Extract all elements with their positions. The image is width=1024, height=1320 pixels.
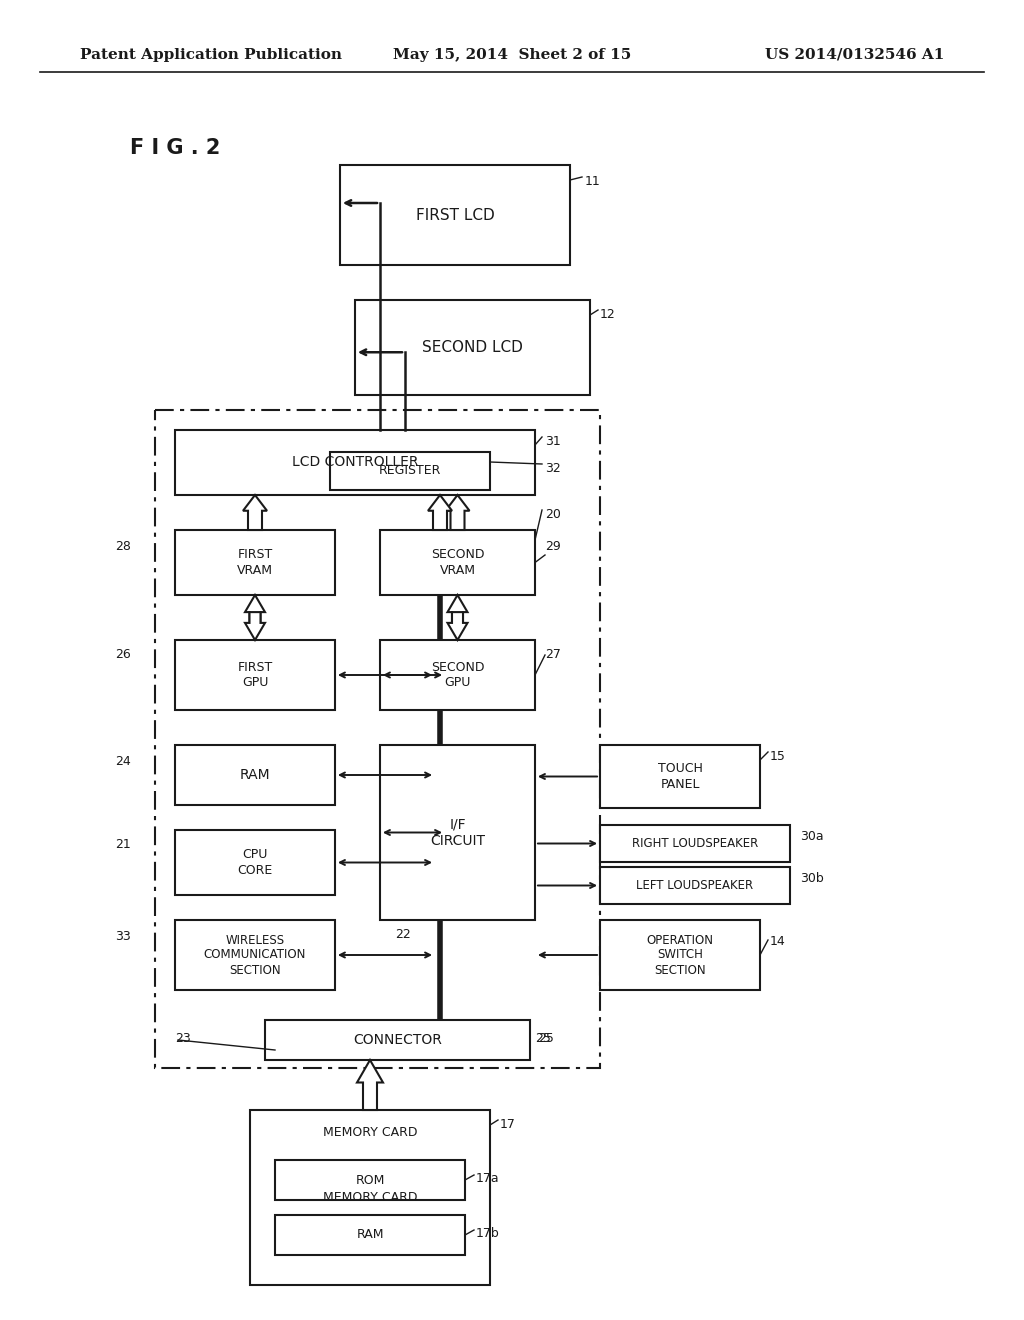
Text: 12: 12 bbox=[600, 308, 615, 321]
Bar bbox=[600, 825, 790, 862]
Bar bbox=[380, 744, 535, 920]
Text: REGISTER: REGISTER bbox=[379, 465, 441, 478]
Bar bbox=[265, 1020, 530, 1060]
Text: CONNECTOR: CONNECTOR bbox=[353, 1034, 442, 1047]
Text: F I G . 2: F I G . 2 bbox=[130, 139, 220, 158]
Text: 28: 28 bbox=[115, 540, 131, 553]
Bar bbox=[175, 531, 335, 595]
Text: Patent Application Publication: Patent Application Publication bbox=[80, 48, 342, 62]
Bar bbox=[600, 744, 760, 808]
Text: 23: 23 bbox=[175, 1032, 190, 1045]
Text: 15: 15 bbox=[770, 750, 785, 763]
Text: 24: 24 bbox=[115, 755, 131, 768]
Polygon shape bbox=[445, 495, 469, 531]
Polygon shape bbox=[243, 495, 267, 531]
Text: SECOND LCD: SECOND LCD bbox=[422, 341, 523, 355]
Text: 17b: 17b bbox=[476, 1228, 500, 1239]
Bar bbox=[600, 867, 790, 904]
Text: RAM: RAM bbox=[240, 768, 270, 781]
Text: 27: 27 bbox=[545, 648, 561, 661]
Polygon shape bbox=[245, 595, 265, 623]
Text: 31: 31 bbox=[545, 436, 561, 447]
Text: 22: 22 bbox=[395, 928, 411, 941]
Text: SECOND
GPU: SECOND GPU bbox=[431, 661, 484, 689]
Text: SECOND
VRAM: SECOND VRAM bbox=[431, 549, 484, 577]
Bar bbox=[600, 920, 760, 990]
Text: TOUCH
PANEL: TOUCH PANEL bbox=[657, 763, 702, 791]
Text: 25: 25 bbox=[535, 1032, 551, 1045]
Text: 32: 32 bbox=[545, 462, 561, 475]
Text: RAM: RAM bbox=[356, 1229, 384, 1242]
Text: US 2014/0132546 A1: US 2014/0132546 A1 bbox=[765, 48, 944, 62]
Polygon shape bbox=[357, 1060, 383, 1110]
Text: 21: 21 bbox=[115, 838, 131, 851]
Text: 30b: 30b bbox=[800, 873, 823, 884]
Bar bbox=[175, 430, 535, 495]
Bar bbox=[355, 300, 590, 395]
Text: RIGHT LOUDSPEAKER: RIGHT LOUDSPEAKER bbox=[632, 837, 758, 850]
Text: CPU
CORE: CPU CORE bbox=[238, 849, 272, 876]
Bar bbox=[275, 1160, 465, 1200]
Text: OPERATION
SWITCH
SECTION: OPERATION SWITCH SECTION bbox=[646, 933, 714, 977]
Text: 20: 20 bbox=[545, 508, 561, 521]
Text: MEMORY CARD: MEMORY CARD bbox=[323, 1191, 417, 1204]
Bar bbox=[175, 830, 335, 895]
Text: 29: 29 bbox=[545, 540, 561, 553]
Text: I/F
CIRCUIT: I/F CIRCUIT bbox=[430, 817, 485, 847]
Bar bbox=[275, 1214, 465, 1255]
Text: 11: 11 bbox=[585, 176, 601, 187]
Text: 26: 26 bbox=[115, 648, 131, 661]
Text: FIRST
VRAM: FIRST VRAM bbox=[237, 549, 273, 577]
Polygon shape bbox=[428, 495, 452, 531]
Text: WIRELESS
COMMUNICATION
SECTION: WIRELESS COMMUNICATION SECTION bbox=[204, 933, 306, 977]
Bar bbox=[340, 165, 570, 265]
Text: May 15, 2014  Sheet 2 of 15: May 15, 2014 Sheet 2 of 15 bbox=[393, 48, 631, 62]
Text: ROM: ROM bbox=[355, 1173, 385, 1187]
Text: 30a: 30a bbox=[800, 830, 823, 843]
Text: 33: 33 bbox=[115, 931, 131, 942]
Polygon shape bbox=[447, 595, 468, 623]
Bar bbox=[380, 640, 535, 710]
Bar bbox=[175, 640, 335, 710]
Text: 25: 25 bbox=[538, 1032, 554, 1045]
Polygon shape bbox=[447, 612, 468, 640]
Bar bbox=[155, 411, 600, 1068]
Text: LEFT LOUDSPEAKER: LEFT LOUDSPEAKER bbox=[637, 879, 754, 892]
Text: 14: 14 bbox=[770, 935, 785, 948]
Text: FIRST LCD: FIRST LCD bbox=[416, 207, 495, 223]
Bar bbox=[175, 920, 335, 990]
Text: 17a: 17a bbox=[476, 1172, 500, 1185]
Bar bbox=[330, 451, 490, 490]
Bar bbox=[250, 1110, 490, 1284]
Text: FIRST
GPU: FIRST GPU bbox=[238, 661, 272, 689]
Text: LCD CONTROLLER: LCD CONTROLLER bbox=[292, 455, 418, 470]
Text: 17: 17 bbox=[500, 1118, 516, 1131]
Bar bbox=[380, 531, 535, 595]
Text: MEMORY CARD: MEMORY CARD bbox=[323, 1126, 417, 1139]
Polygon shape bbox=[245, 612, 265, 640]
Bar bbox=[175, 744, 335, 805]
